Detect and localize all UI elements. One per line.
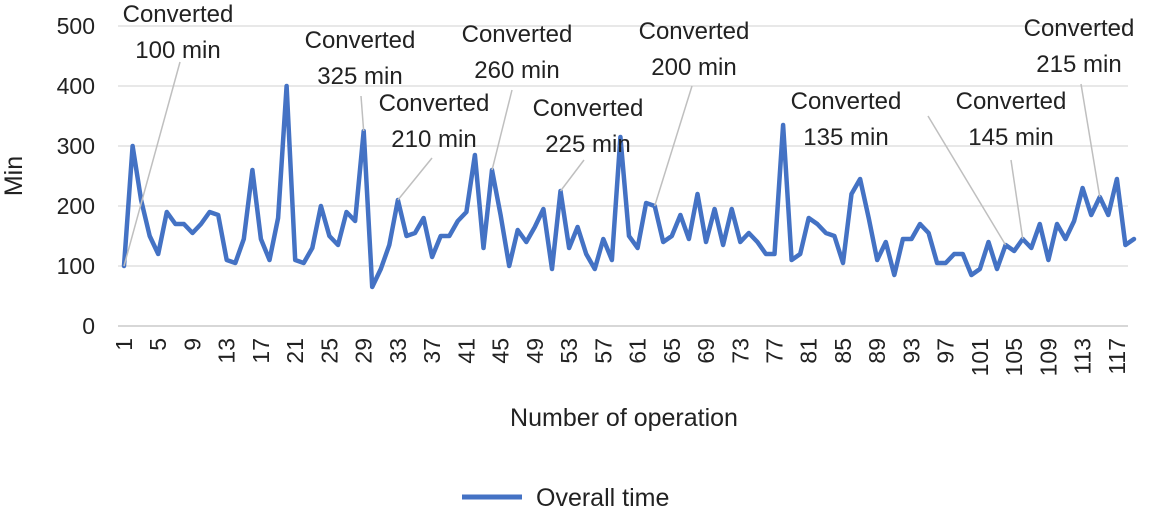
y-tick-label: 300: [57, 133, 95, 159]
x-tick-label: 77: [762, 338, 788, 364]
x-tick-label: 49: [522, 338, 548, 364]
y-axis-ticks: 0 100 200 300 400 500: [57, 13, 95, 339]
x-tick-label: 105: [1001, 338, 1027, 376]
y-tick-label: 500: [57, 13, 95, 39]
annotation-label: Converted: [379, 90, 490, 117]
x-tick-label: 29: [351, 338, 377, 364]
annotation-label: Converted: [956, 88, 1067, 115]
x-tick-label: 69: [693, 338, 719, 364]
x-tick-label: 53: [556, 338, 582, 364]
x-tick-label: 37: [419, 338, 445, 364]
x-tick-label: 21: [282, 338, 308, 364]
annotation-value: 210 min: [391, 126, 476, 153]
annotation-leader: [1080, 83, 1101, 198]
annotation-leader: [653, 85, 693, 207]
annotation-label: Converted: [305, 27, 416, 54]
x-tick-label: 97: [933, 338, 959, 364]
series-group: [121, 83, 1137, 290]
annotation-label: Converted: [1024, 15, 1135, 42]
legend: Overall time: [462, 484, 669, 512]
x-tick-label: 1: [111, 338, 137, 351]
annotation-leader: [360, 95, 365, 132]
annotation-leader: [1010, 159, 1024, 240]
x-tick-label: 117: [1104, 338, 1130, 375]
x-tick-label: 101: [967, 338, 993, 376]
x-tick-label: 13: [214, 338, 240, 364]
x-tick-label: 81: [796, 338, 822, 364]
y-tick-label: 200: [57, 193, 95, 219]
x-tick-label: 25: [316, 338, 342, 364]
annotation-value: 200 min: [651, 54, 736, 81]
x-tick-label: 5: [145, 338, 171, 351]
annotation-label: Converted: [639, 18, 750, 45]
x-axis-title: Number of operation: [510, 404, 738, 432]
annotation-leader: [559, 159, 585, 192]
x-tick-label: 41: [453, 338, 479, 364]
annotation-label: Converted: [791, 88, 902, 115]
y-tick-label: 0: [82, 313, 95, 339]
annotation-value: 325 min: [317, 63, 402, 90]
annotation-value: 135 min: [803, 124, 888, 151]
series-line: [121, 83, 1137, 290]
annotation-value: 215 min: [1036, 51, 1121, 78]
x-tick-label: 57: [590, 338, 616, 364]
x-tick-label: 9: [179, 338, 205, 351]
annotation-label: Converted: [533, 95, 644, 122]
x-tick-label: 45: [488, 338, 514, 364]
annotation-label: Converted: [462, 21, 573, 48]
x-tick-label: 17: [248, 338, 274, 364]
annotation-value: 225 min: [545, 131, 630, 158]
y-tick-label: 400: [57, 73, 95, 99]
y-tick-label: 100: [57, 253, 95, 279]
x-tick-label: 65: [659, 338, 685, 364]
x-tick-label: 33: [385, 338, 411, 364]
annotation-leader: [123, 61, 181, 267]
x-tick-label: 113: [1070, 338, 1096, 375]
x-tick-label: 73: [727, 338, 753, 364]
x-tick-label: 109: [1035, 338, 1061, 376]
annotation-leader: [491, 89, 513, 171]
x-tick-label: 85: [830, 338, 856, 364]
x-tick-label: 93: [898, 338, 924, 364]
annotation-leader: [927, 115, 1007, 246]
legend-label: Overall time: [536, 484, 669, 512]
annotation-label: Converted: [123, 1, 234, 28]
x-axis-ticks: 1 5 9 13 17 21 25 29 33 37 41 45 49 53 57 61 65 69 73 77 81 8…: [111, 338, 1130, 376]
x-tick-label: 89: [864, 338, 890, 364]
annotation-value: 145 min: [968, 124, 1053, 151]
annotation-value: 100 min: [135, 37, 220, 64]
x-tick-label: 61: [625, 338, 651, 364]
annotation-leader: [397, 157, 433, 201]
annotation-value: 260 min: [474, 57, 559, 84]
y-axis-title: Min: [0, 156, 28, 196]
